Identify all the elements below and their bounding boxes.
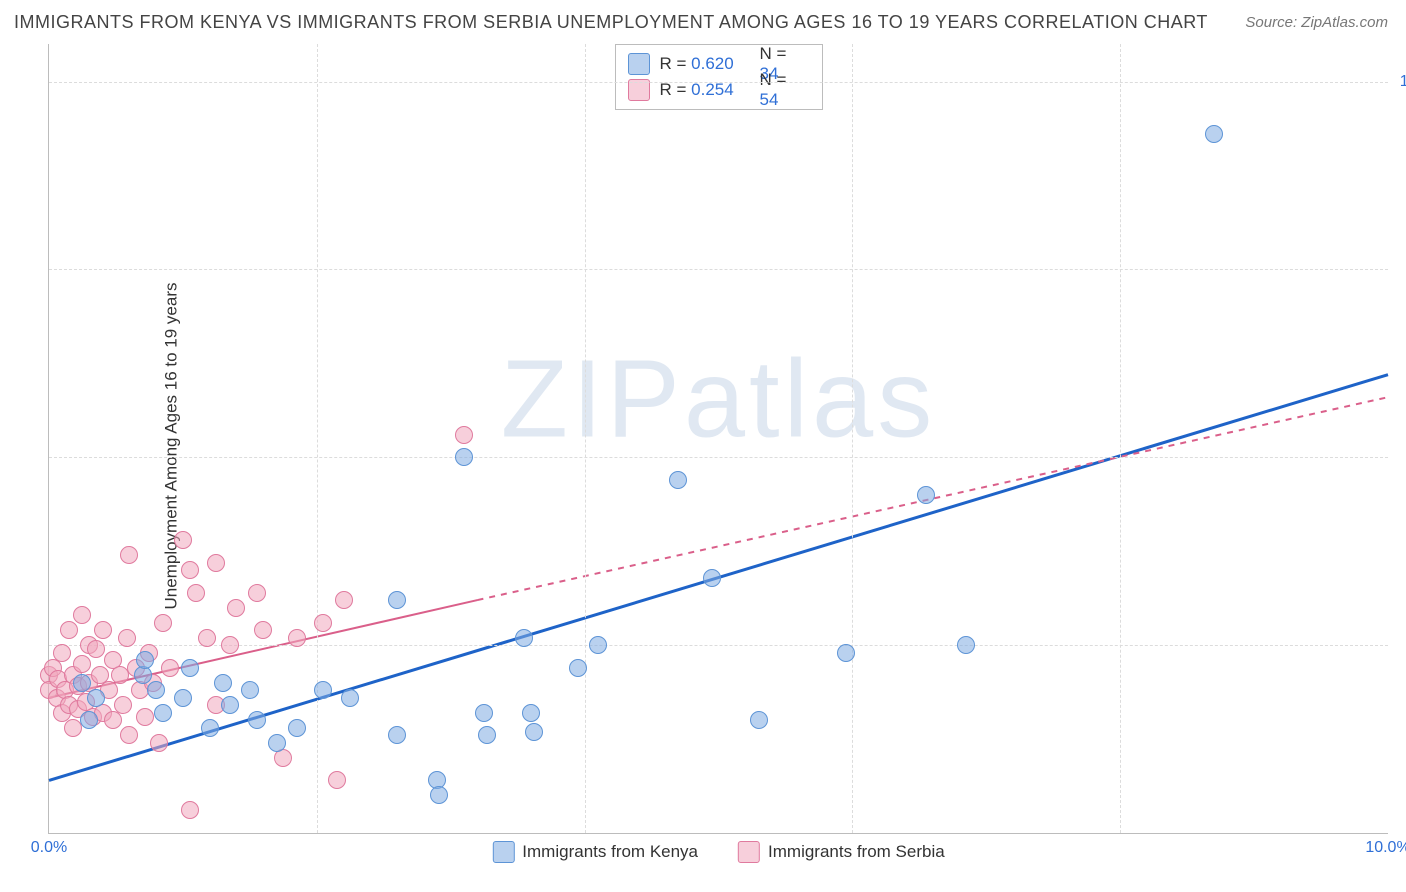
scatter-point-kenya xyxy=(80,711,98,729)
gridline-h xyxy=(49,82,1388,83)
gridline-v xyxy=(585,44,586,833)
scatter-point-kenya xyxy=(201,719,219,737)
scatter-point-kenya xyxy=(703,569,721,587)
gridline-v xyxy=(1120,44,1121,833)
scatter-point-serbia xyxy=(150,734,168,752)
chart-title: IMMIGRANTS FROM KENYA VS IMMIGRANTS FROM… xyxy=(14,12,1208,33)
scatter-point-serbia xyxy=(87,640,105,658)
kenya-r-value: 0.620 xyxy=(691,54,734,73)
scatter-point-kenya xyxy=(837,644,855,662)
scatter-point-serbia xyxy=(154,614,172,632)
swatch-serbia-icon xyxy=(738,841,760,863)
scatter-point-serbia xyxy=(120,726,138,744)
scatter-point-serbia xyxy=(328,771,346,789)
scatter-point-kenya xyxy=(73,674,91,692)
source-label: Source: xyxy=(1245,14,1301,31)
scatter-point-kenya xyxy=(241,681,259,699)
legend-top: R = 0.620 N = 34 R = 0.254 N = 54 xyxy=(615,44,823,110)
scatter-point-serbia xyxy=(181,801,199,819)
scatter-point-serbia xyxy=(174,531,192,549)
source-credit: Source: ZipAtlas.com xyxy=(1245,14,1388,31)
scatter-point-kenya xyxy=(87,689,105,707)
scatter-point-serbia xyxy=(114,696,132,714)
scatter-point-kenya xyxy=(388,726,406,744)
scatter-point-serbia xyxy=(335,591,353,609)
swatch-kenya-icon xyxy=(628,53,650,75)
scatter-point-serbia xyxy=(60,621,78,639)
scatter-point-serbia xyxy=(254,621,272,639)
scatter-point-kenya xyxy=(475,704,493,722)
scatter-point-serbia xyxy=(288,629,306,647)
scatter-point-serbia xyxy=(161,659,179,677)
legend-label-serbia: Immigrants from Serbia xyxy=(768,842,945,862)
scatter-point-kenya xyxy=(522,704,540,722)
scatter-point-kenya xyxy=(669,471,687,489)
gridline-h xyxy=(49,457,1388,458)
source-value: ZipAtlas.com xyxy=(1301,14,1388,31)
gridline-h xyxy=(49,269,1388,270)
scatter-point-kenya xyxy=(478,726,496,744)
scatter-point-serbia xyxy=(94,621,112,639)
scatter-point-serbia xyxy=(118,629,136,647)
scatter-point-kenya xyxy=(957,636,975,654)
y-tick-label: 100.0% xyxy=(1400,73,1406,91)
x-tick-label: 0.0% xyxy=(31,839,67,857)
legend-item-kenya: Immigrants from Kenya xyxy=(492,841,698,863)
scatter-point-serbia xyxy=(455,426,473,444)
n-label: N = xyxy=(760,70,787,89)
scatter-point-serbia xyxy=(136,708,154,726)
scatter-point-kenya xyxy=(268,734,286,752)
scatter-point-serbia xyxy=(248,584,266,602)
gridline-v xyxy=(852,44,853,833)
scatter-point-kenya xyxy=(181,659,199,677)
chart-root: IMMIGRANTS FROM KENYA VS IMMIGRANTS FROM… xyxy=(0,0,1406,892)
scatter-point-kenya xyxy=(388,591,406,609)
scatter-point-kenya xyxy=(248,711,266,729)
swatch-kenya-icon xyxy=(492,841,514,863)
n-label: N = xyxy=(760,44,787,63)
legend-item-serbia: Immigrants from Serbia xyxy=(738,841,945,863)
scatter-point-kenya xyxy=(515,629,533,647)
scatter-point-serbia xyxy=(198,629,216,647)
scatter-point-kenya xyxy=(221,696,239,714)
scatter-point-kenya xyxy=(455,448,473,466)
r-label: R = xyxy=(660,80,692,99)
scatter-point-serbia xyxy=(221,636,239,654)
scatter-point-kenya xyxy=(569,659,587,677)
serbia-n-value: 54 xyxy=(760,90,779,109)
scatter-point-kenya xyxy=(525,723,543,741)
scatter-point-kenya xyxy=(174,689,192,707)
scatter-point-kenya xyxy=(1205,125,1223,143)
scatter-point-kenya xyxy=(314,681,332,699)
gridline-h xyxy=(49,645,1388,646)
scatter-point-kenya xyxy=(147,681,165,699)
legend-bottom: Immigrants from Kenya Immigrants from Se… xyxy=(492,841,944,863)
legend-label-kenya: Immigrants from Kenya xyxy=(522,842,698,862)
scatter-point-serbia xyxy=(187,584,205,602)
scatter-point-serbia xyxy=(53,644,71,662)
scatter-point-serbia xyxy=(227,599,245,617)
scatter-point-kenya xyxy=(154,704,172,722)
scatter-point-serbia xyxy=(207,554,225,572)
scatter-point-kenya xyxy=(917,486,935,504)
gridline-v xyxy=(317,44,318,833)
scatter-point-kenya xyxy=(589,636,607,654)
scatter-point-kenya xyxy=(136,651,154,669)
r-label: R = xyxy=(660,54,692,73)
scatter-point-kenya xyxy=(430,786,448,804)
scatter-point-serbia xyxy=(73,655,91,673)
scatter-point-kenya xyxy=(341,689,359,707)
serbia-r-value: 0.254 xyxy=(691,80,734,99)
scatter-point-serbia xyxy=(314,614,332,632)
scatter-point-kenya xyxy=(288,719,306,737)
scatter-point-serbia xyxy=(73,606,91,624)
scatter-point-kenya xyxy=(750,711,768,729)
scatter-point-kenya xyxy=(214,674,232,692)
x-tick-label: 10.0% xyxy=(1365,839,1406,857)
scatter-point-serbia xyxy=(181,561,199,579)
plot-area: ZIPatlas R = 0.620 N = 34 R = 0.254 N = … xyxy=(48,44,1388,834)
scatter-point-serbia xyxy=(120,546,138,564)
